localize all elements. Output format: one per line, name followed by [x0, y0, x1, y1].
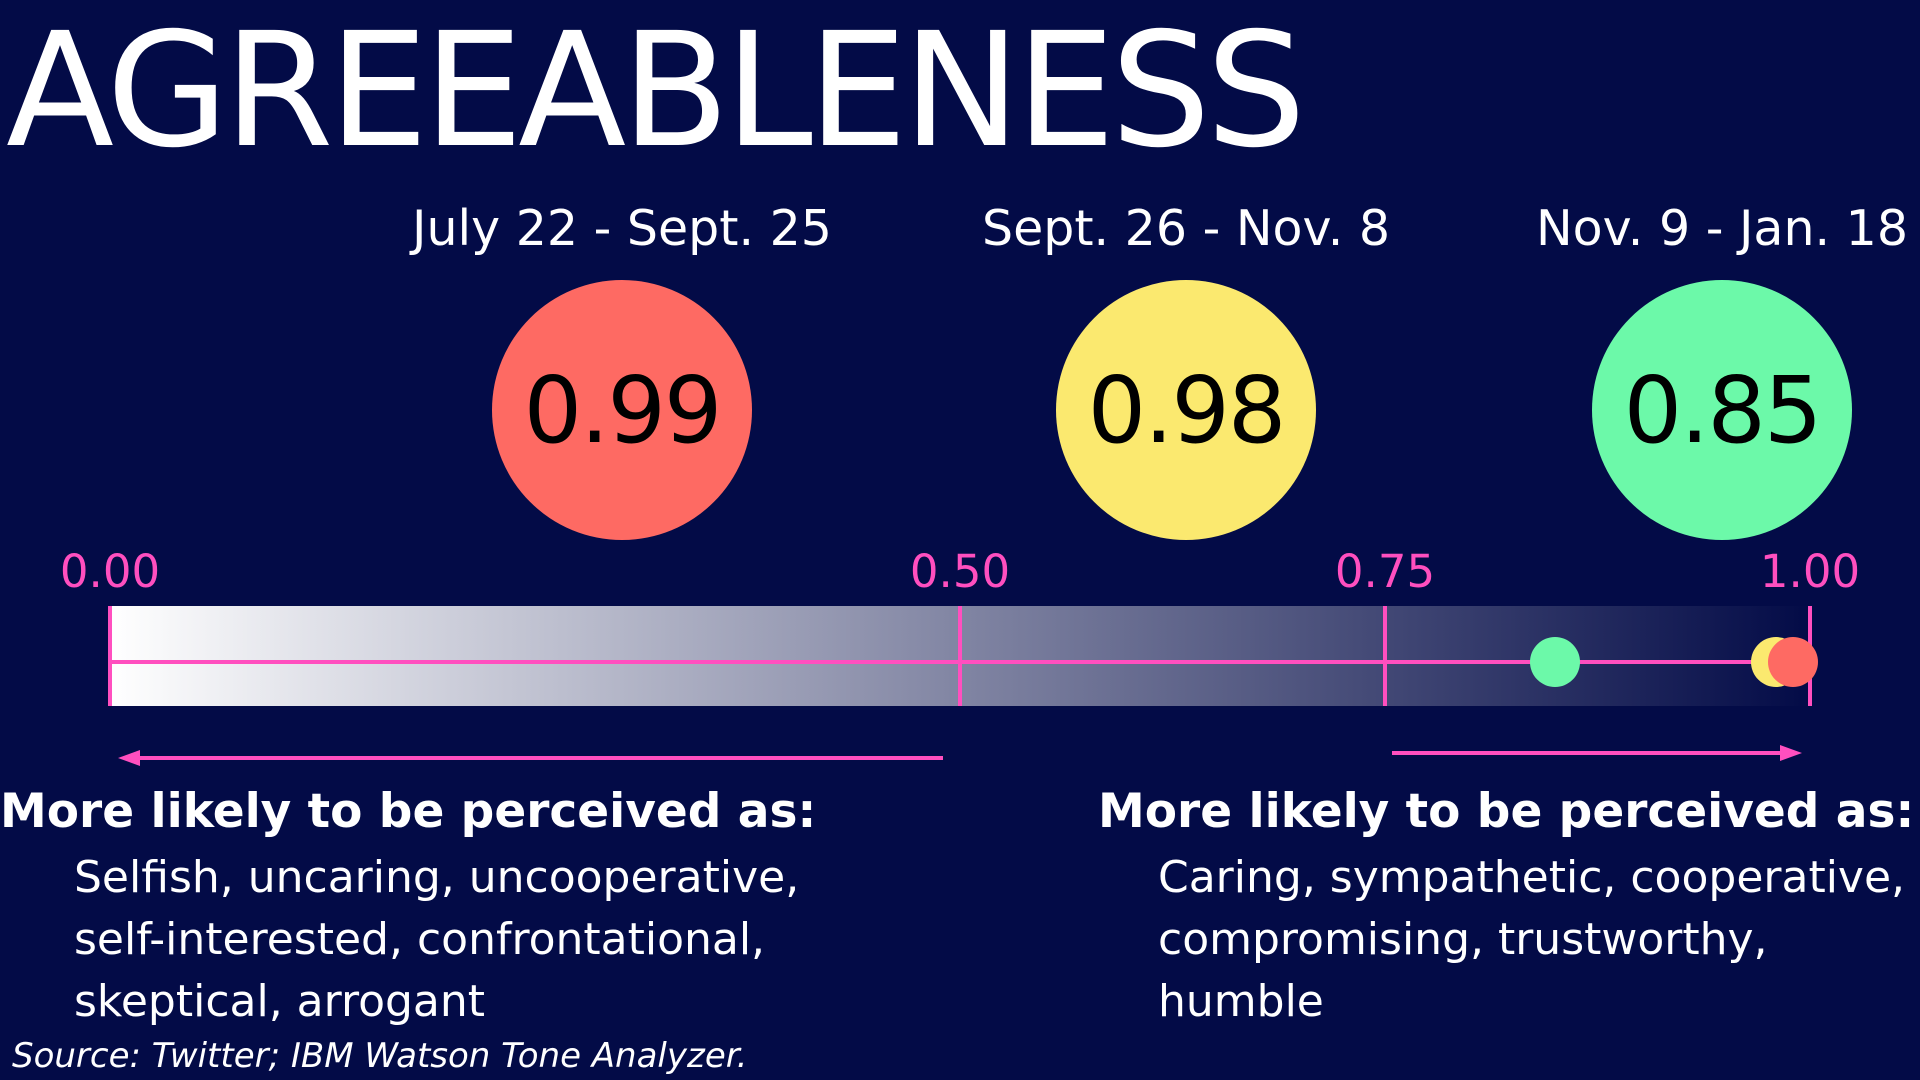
score-value-3: 0.85	[1623, 356, 1823, 464]
chart-title: AGREEABLENESS	[6, 0, 1306, 183]
score-circle-1: 0.99	[492, 280, 752, 540]
period-label-2: Sept. 26 - Nov. 8	[981, 200, 1391, 257]
source-note: Source: Twitter; IBM Watson Tone Analyze…	[12, 1036, 748, 1076]
tick-label-0: 0.00	[60, 545, 160, 598]
point-3	[1530, 637, 1580, 687]
score-value-2: 0.98	[1087, 356, 1287, 464]
high-arrow-head	[1780, 745, 1802, 761]
period-label-3: Nov. 9 - Jan. 18	[1535, 200, 1909, 257]
high-side-line-1: Caring, sympathetic, cooperative,	[1158, 852, 1906, 903]
low-side-line-1: Selfish, uncaring, uncooperative,	[74, 852, 800, 903]
high-side-heading: More likely to be perceived as:	[1098, 784, 1915, 839]
high-side-line-2: compromising, trustworthy,	[1158, 914, 1768, 965]
tick-label-2: 0.75	[1335, 545, 1435, 598]
low-side-line-3: skeptical, arrogant	[74, 976, 486, 1027]
point-1	[1768, 637, 1818, 687]
score-circle-2: 0.98	[1056, 280, 1316, 540]
low-side-line-2: self-interested, confrontational,	[74, 914, 766, 965]
period-label-1: July 22 - Sept. 25	[412, 200, 832, 257]
high-side-line-3: humble	[1158, 976, 1324, 1027]
low-arrow-head	[118, 750, 140, 766]
low-side-heading: More likely to be perceived as:	[0, 784, 817, 839]
score-value-1: 0.99	[523, 356, 723, 464]
tick-label-3: 1.00	[1760, 545, 1860, 598]
tick-label-1: 0.50	[910, 545, 1010, 598]
score-circle-3: 0.85	[1592, 280, 1852, 540]
